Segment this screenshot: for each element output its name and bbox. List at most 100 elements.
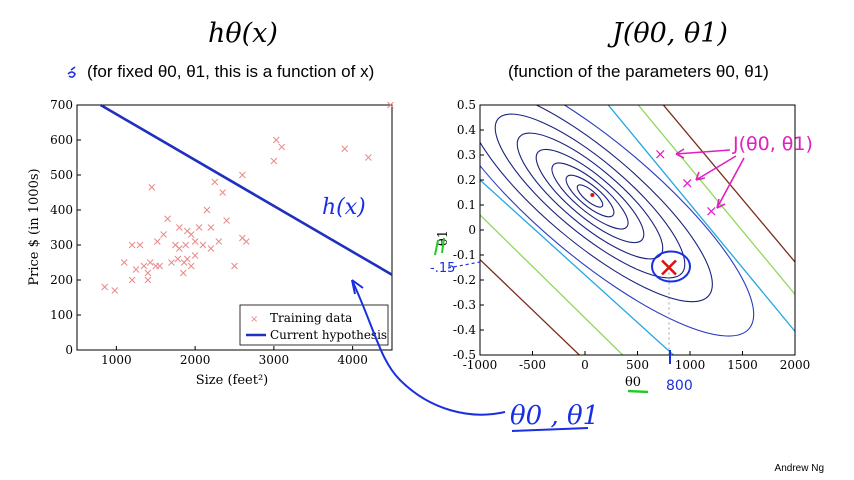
training-point [128,241,136,249]
training-point [132,266,140,273]
x-tick-label: -1000 [463,358,498,372]
magenta-x-mark: × [681,174,694,192]
legend-training-marker: × [250,314,258,325]
x-tick-label: 1000 [675,358,706,372]
training-point [179,269,187,277]
magenta-arrow [675,148,731,159]
contour-line [480,179,675,355]
training-point [176,245,183,252]
training-point [120,259,128,266]
y-tick-label: 0 [468,223,476,237]
right-title: J(θ0, θ1) [612,18,728,49]
hypothesis-line [99,103,393,276]
training-point [182,241,190,249]
training-point [211,178,219,186]
y-tick-label: 600 [50,133,73,147]
x-tick-label: -500 [519,358,546,372]
right-xlabel: θ0 [625,375,641,390]
contour-chart: -1000 -500 0 500 1000 1500 2000 -0.5 -0.4 -0.3 -0.… [436,98,810,390]
training-point [144,276,152,284]
x-tick-label: 0 [581,358,589,372]
legend-box [239,304,389,346]
y-tick-label: -0.5 [453,348,476,362]
training-point [278,143,286,151]
y-tick-label: 300 [50,238,73,252]
contour-ellipse [551,162,629,230]
training-point [156,262,164,270]
right-ticks: -1000 -500 0 500 1000 1500 2000 -0.5 -0.4 -0.3 -0.… [453,98,810,372]
contour-line [480,213,624,355]
training-point [231,262,238,270]
right-subtitle: (function of the parameters θ0, θ1) [508,62,769,81]
training-point [270,157,278,165]
contour-ellipse [576,184,604,208]
training-point [183,255,191,263]
contour-ellipse [480,105,755,337]
training-point [387,101,394,109]
y-tick-label: -0.4 [453,323,477,337]
contour-line [607,105,795,333]
magenta-x-mark: × [705,202,718,220]
training-point [199,241,207,249]
y-tick-label: -0.1 [453,248,476,262]
training-point [140,262,148,270]
theta-underline [511,427,589,432]
training-point [111,287,119,294]
theta-pair-annotation: θ0 , θ1 [510,401,599,431]
contour-ellipse [565,174,615,218]
housing-chart: 1000 2000 3000 4000 0 100 200 300 400 500 600 700 S… [27,98,394,388]
magenta-arrow [716,157,745,209]
training-point [239,171,246,179]
y-tick-label: 500 [50,168,73,182]
training-point [164,215,171,223]
training-point [365,154,372,161]
magenta-x-mark: × [654,145,667,163]
training-point [101,283,109,291]
training-point [341,145,349,153]
green-mark-theta1 [434,237,445,256]
training-point [207,224,215,231]
x-tick-label: 1000 [101,353,132,367]
training-point [144,269,152,277]
y-tick-label: -0.2 [453,273,476,287]
left-ticks: 1000 2000 3000 4000 0 100 200 300 400 500 600 700 [50,98,368,367]
y-tick-label: 0 [65,343,73,357]
arrow-head [351,279,364,295]
y-tick-label: 0.5 [457,98,476,112]
y-tick-label: 100 [50,308,73,322]
selected-x-marker [661,259,677,276]
arrow-to-hypothesis [351,279,506,416]
x-tick-label: 2000 [180,353,211,367]
training-point [195,224,203,231]
training-point [128,276,136,284]
contour-lines [480,105,795,355]
training-point [187,231,195,238]
x-tick-label: 2000 [780,358,811,372]
magenta-arrow [695,155,737,181]
training-point [191,252,199,259]
training-point [148,183,156,191]
contour-ellipse [516,132,664,260]
pen-scribble [67,66,76,78]
training-point [223,217,230,224]
x-tick-label: 3000 [259,353,290,367]
theta1-value-annotation: -.15 [430,261,455,276]
y-tick-label: 0.2 [457,173,476,187]
y-tick-label: -0.3 [453,298,476,312]
training-point [146,259,154,266]
y-tick-label: 400 [50,203,73,217]
contour-line [637,105,795,296]
j-annotation: J(θ0, θ1) [732,133,813,155]
minimum-point [590,193,595,197]
pen-annotations: h(x) θ0 , θ1 J(θ0, θ1) × × × -.15 800 [67,66,813,432]
selected-parameter-point [651,250,691,355]
training-point [168,259,175,266]
pen-circle [651,250,691,283]
training-point [153,238,161,245]
contour-ellipse [480,105,713,303]
left-subtitle: (for fixed θ0, θ1, this is a function of… [87,62,375,81]
footer-credit: Andrew Ng [774,463,824,474]
left-legend: × Training data Current hypothesis [239,304,389,346]
training-point [215,238,223,245]
training-point [242,238,250,245]
